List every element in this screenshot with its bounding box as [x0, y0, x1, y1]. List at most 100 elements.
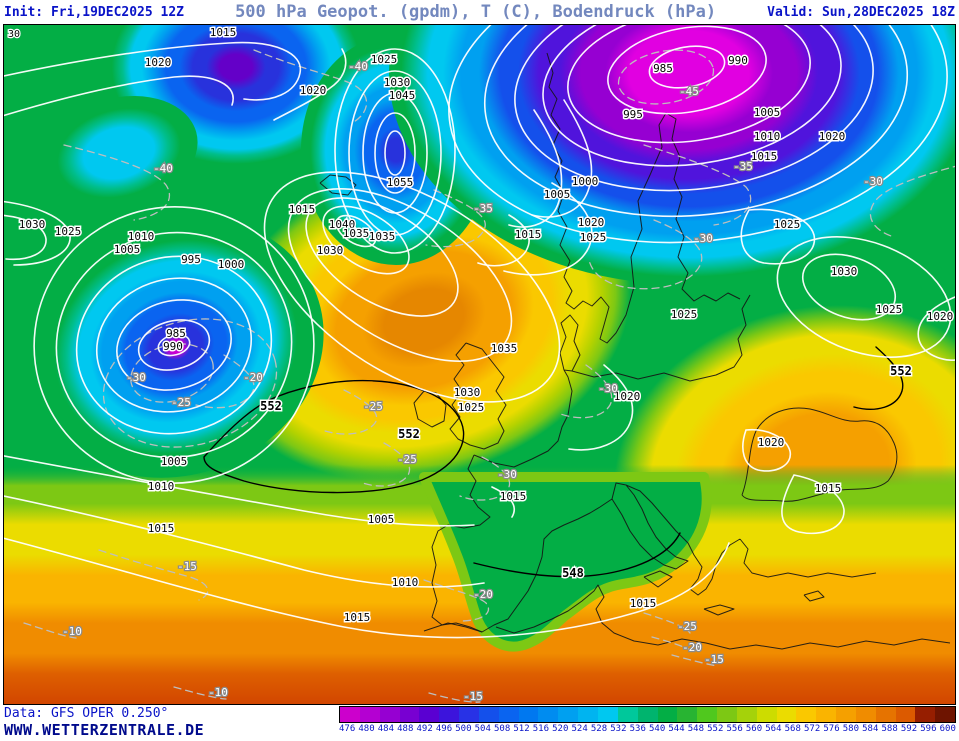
footer-credits: Data: GFS OPER 0.250° WWW.WETTERZENTRALE…	[4, 706, 339, 738]
colorbar-value: 576	[823, 724, 840, 734]
temperature-label: -15	[177, 560, 197, 573]
colorbar-segment	[399, 707, 420, 722]
pressure-label: 1015	[500, 490, 527, 503]
colorbar-value: 500	[455, 724, 472, 734]
height-label: 552	[398, 427, 420, 441]
colorbar-segment	[756, 707, 777, 722]
temperature-label: -15	[463, 690, 483, 703]
height-label: 552	[890, 364, 912, 378]
pressure-label: 990	[728, 54, 748, 67]
colorbar-segment	[439, 707, 460, 722]
colorbar-segment	[776, 707, 797, 722]
pressure-label: 1005	[544, 188, 571, 201]
colorbar-value: 584	[862, 724, 879, 734]
colorbar-segment	[498, 707, 519, 722]
colorbar-value: 568	[784, 724, 801, 734]
pressure-label: 1015	[289, 203, 316, 216]
pressure-label: 1030	[19, 218, 46, 231]
pressure-label: 1015	[751, 150, 778, 163]
colorbar-segment	[379, 707, 400, 722]
pressure-label: 1015	[344, 611, 371, 624]
colorbar-value: 492	[416, 724, 433, 734]
colorbar-value: 508	[494, 724, 511, 734]
init-time-label: Init: Fri,19DEC2025 12Z	[4, 4, 185, 20]
colorbar-value: 596	[920, 724, 937, 734]
colorbar-value: 512	[513, 724, 530, 734]
pressure-label: 1020	[927, 310, 954, 323]
temperature-label: -30	[497, 468, 517, 481]
valid-time-label: Valid: Sun,28DEC2025 18Z	[767, 4, 955, 20]
pressure-label: 1045	[389, 89, 416, 102]
colorbar-value: 524	[571, 724, 588, 734]
colorbar-values: 476 480 484 488 492 496 500 504 508 512 516 520 524 5…	[339, 724, 956, 734]
temp-contour-layer	[23, 49, 955, 703]
map-footer: Data: GFS OPER 0.250° WWW.WETTERZENTRALE…	[0, 705, 959, 740]
colorbar-segment	[736, 707, 757, 722]
temperature-label: -25	[171, 396, 191, 409]
pressure-label: 1030	[317, 244, 344, 257]
colorbar-segment	[340, 707, 360, 722]
colorbar-value: 564	[765, 724, 782, 734]
pressure-label: 1015	[515, 228, 542, 241]
colorbar-value: 484	[377, 724, 395, 734]
temperature-label: -25	[677, 620, 697, 633]
corner-longitude-label: 30	[8, 29, 20, 40]
colorbar-value: 496	[435, 724, 453, 734]
colorbar-value: 592	[900, 724, 918, 734]
colorbar-segment	[419, 707, 440, 722]
data-source-label: Data: GFS OPER 0.250°	[4, 706, 169, 721]
colorbar-value: 480	[358, 724, 375, 734]
pressure-label: 1025	[55, 225, 82, 238]
pressure-label: 1040	[329, 218, 356, 231]
temperature-label: -30	[693, 232, 713, 245]
isobar-layer	[4, 25, 955, 639]
pressure-label: 1035	[343, 227, 370, 240]
pressure-label: 1025	[876, 303, 903, 316]
pressure-label: 995	[623, 108, 643, 121]
pressure-label: 990	[163, 340, 183, 353]
pressure-label: 1025	[774, 218, 801, 231]
coastline-layer	[319, 52, 951, 650]
pressure-label: 1030	[384, 76, 411, 89]
coastline-scandinavia	[546, 52, 751, 382]
pressure-label: 1010	[148, 480, 175, 493]
colorbar-value: 588	[881, 724, 898, 734]
pressure-label: 1020	[578, 216, 605, 229]
colorbar-segment	[518, 707, 539, 722]
pressure-label: 1000	[218, 258, 245, 271]
pressure-label: 1000	[572, 175, 599, 188]
colorbar-segment	[816, 707, 837, 722]
colorbar-segment	[836, 707, 856, 722]
colorbar-segment	[935, 707, 956, 722]
pressure-label: 1030	[831, 265, 858, 278]
colorbar-segment	[915, 707, 936, 722]
pressure-label: 985	[166, 327, 186, 340]
temperature-label: -20	[682, 641, 702, 654]
colorbar-value: 560	[745, 724, 763, 734]
colorbar-value: 572	[804, 724, 821, 734]
colorbar-value: 488	[397, 724, 414, 734]
temperature-label: -25	[363, 400, 383, 413]
colorbar-value: 540	[649, 724, 666, 734]
colorbar-segment	[697, 707, 718, 722]
pressure-label: 1055	[387, 176, 414, 189]
colorbar-value: 544	[668, 724, 685, 734]
colorbar-value: 520	[552, 724, 569, 734]
pressure-label: 1020	[758, 436, 785, 449]
colorbar-segment	[558, 707, 579, 722]
colorbar-segment	[578, 707, 598, 722]
pressure-label: 1005	[114, 243, 141, 256]
pressure-label: 1020	[300, 84, 327, 97]
colorbar-segment	[875, 707, 896, 722]
colorbar-value: 504	[474, 724, 491, 734]
colorbar-value: 548	[687, 724, 705, 734]
fill-layer	[4, 25, 955, 704]
temperature-label: -10	[208, 686, 228, 699]
colorbar-segment	[478, 707, 499, 722]
pressure-label: 1015	[630, 597, 657, 610]
map-title: 500 hPa Geopot. (gpdm), T (C), Bodendruc…	[235, 2, 717, 22]
pressure-label: 1020	[145, 56, 172, 69]
temperature-label: -15	[704, 653, 724, 666]
